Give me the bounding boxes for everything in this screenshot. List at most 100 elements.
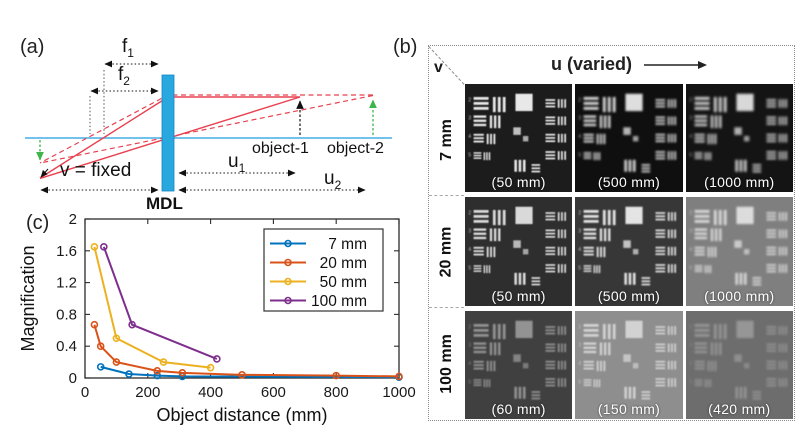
- usaf-target-graphic: 2 3 4 5: [579, 207, 677, 286]
- target-image-r3c3: 2 3 4 5 (420 mm): [685, 310, 793, 419]
- object-distance-label: (500 mm): [597, 287, 661, 304]
- usaf-target-graphic: 2 3 4 5: [468, 93, 566, 173]
- svg-text:5: 5: [689, 153, 692, 159]
- data-point: [90, 320, 99, 329]
- v-row-label-text: 7 mm: [437, 118, 455, 161]
- svg-text:5: 5: [579, 379, 582, 385]
- svg-text:4: 4: [689, 361, 692, 367]
- target-image-r1c3: 2 3 4 5 (1000 mm): [685, 84, 793, 193]
- usaf-target-graphic: 2 3 4 5: [468, 207, 566, 286]
- legend-swatch-marker: [284, 277, 292, 286]
- y-tick-label: 1.2: [56, 275, 77, 292]
- data-point: [178, 369, 187, 377]
- y-tick-label: 0: [69, 370, 77, 387]
- series-line-100mm: [102, 246, 218, 360]
- usaf-target-graphic: 2 3 4 5: [689, 93, 787, 173]
- svg-text:2: 2: [579, 211, 582, 217]
- object-distance-label: (150 mm): [597, 401, 661, 417]
- svg-text:4: 4: [468, 247, 471, 253]
- svg-text:3: 3: [468, 342, 471, 348]
- panel-b-label: (b): [393, 36, 418, 58]
- ray-diagram: [25, 60, 392, 194]
- mdl-lens: [161, 74, 175, 192]
- data-point: [238, 371, 246, 379]
- object1-label: object-1: [252, 140, 309, 157]
- object-distance-label: (1000 mm): [704, 174, 775, 191]
- x-tick-label: 0: [81, 384, 89, 401]
- svg-text:5: 5: [579, 266, 582, 272]
- data-point: [96, 363, 105, 371]
- v-row-label: 100 mm: [429, 308, 464, 419]
- x-tick-label: 600: [261, 384, 286, 401]
- object-distance-label: (1000 mm): [704, 287, 775, 304]
- data-point: [112, 358, 121, 366]
- v-axis-corner-label: v: [434, 59, 443, 76]
- data-point: [128, 320, 136, 329]
- usaf-target-graphic: 2 3 4 5: [689, 207, 787, 286]
- svg-text:3: 3: [579, 229, 582, 235]
- x-tick-label: 1000: [382, 384, 415, 401]
- series-line-50mm: [93, 246, 211, 369]
- svg-text:3: 3: [689, 229, 692, 235]
- f2-label: f2: [118, 64, 130, 88]
- magnification-chart: 0 200 400 600 800 1000 0 0.4 0.8 1.2 1.6 2 7 mm 20 …: [18, 208, 430, 439]
- usaf-target-graphic: 2 3 4 5: [468, 320, 566, 400]
- svg-text:5: 5: [468, 266, 471, 272]
- legend-swatch-marker: [284, 296, 292, 305]
- legend-label: 20 mm: [311, 255, 367, 272]
- x-tick-label: 200: [135, 384, 160, 401]
- y-axis-label: Magnification: [18, 245, 38, 351]
- u-varied-header: u (varied): [465, 46, 794, 83]
- y-tick-label: 1.6: [56, 243, 77, 260]
- usaf-target-graphic: 2 3 4 5: [579, 320, 677, 400]
- data-point: [153, 367, 162, 375]
- u2-label: u2: [324, 168, 342, 192]
- target-image-r1c2: 2 3 4 5 (500 mm): [575, 84, 683, 193]
- ray-dashed-marginal: [39, 94, 373, 164]
- v-row-label-text: 100 mm: [437, 333, 455, 394]
- svg-text:4: 4: [579, 134, 582, 140]
- legend-swatch-marker: [284, 239, 292, 248]
- mdl-label: MDL: [146, 194, 183, 213]
- panel-b-box: v u (varied) 7 mm 20 mm 100 mm 2 3 4 5 (50 mm…: [428, 45, 795, 421]
- svg-text:5: 5: [468, 379, 471, 385]
- legend-label: 7 mm: [311, 236, 367, 253]
- svg-text:5: 5: [468, 153, 471, 159]
- svg-text:2: 2: [468, 211, 471, 217]
- svg-text:2: 2: [468, 97, 471, 103]
- svg-text:2: 2: [689, 97, 692, 103]
- legend-label: 50 mm: [311, 274, 367, 291]
- object-distance-label: (50 mm): [491, 287, 546, 304]
- svg-text:3: 3: [468, 229, 471, 235]
- svg-text:4: 4: [468, 134, 471, 140]
- target-image-r3c2: 2 3 4 5 (150 mm): [575, 310, 683, 419]
- y-tick-label: 0.8: [56, 306, 77, 323]
- object-distance-label: (500 mm): [597, 174, 661, 191]
- target-image-r2c3: 2 3 4 5 (1000 mm): [685, 197, 793, 306]
- target-image-r2c2: 2 3 4 5 (500 mm): [575, 197, 683, 306]
- ray-dashed-chief: [39, 94, 374, 164]
- legend-label: 100 mm: [311, 293, 367, 310]
- data-point: [395, 372, 403, 381]
- svg-text:5: 5: [689, 379, 692, 385]
- svg-text:5: 5: [689, 266, 692, 272]
- target-image-r1c1: 2 3 4 5 (50 mm): [465, 84, 573, 193]
- data-point: [100, 243, 108, 251]
- object-distance-label: (60 mm): [491, 401, 546, 417]
- x-tick-label: 800: [324, 384, 349, 401]
- svg-text:3: 3: [689, 116, 692, 122]
- svg-text:2: 2: [468, 324, 471, 330]
- data-point: [153, 371, 162, 380]
- svg-text:2: 2: [689, 324, 692, 330]
- v-row-label: 20 mm: [429, 196, 464, 308]
- svg-text:3: 3: [689, 342, 692, 348]
- svg-text:3: 3: [579, 342, 582, 348]
- panel-c-label: (c): [26, 212, 50, 234]
- image1-arrowhead: [40, 168, 49, 178]
- object-distance-label: (50 mm): [491, 174, 546, 191]
- data-point: [90, 243, 99, 251]
- svg-text:2: 2: [689, 211, 692, 217]
- x-tick-label: 400: [198, 384, 223, 401]
